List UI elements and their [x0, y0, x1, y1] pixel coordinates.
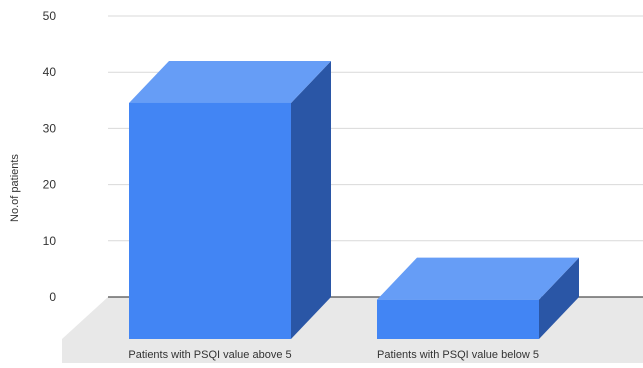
x-category-label: Patients with PSQI value above 5 [128, 349, 291, 361]
x-category-label: Patients with PSQI value below 5 [377, 349, 539, 361]
y-tick-label: 50 [43, 9, 57, 23]
bar-front-face [129, 102, 291, 340]
x-axis-labels: Patients with PSQI value above 5 Patients… [128, 349, 539, 361]
bar-top-face [377, 257, 579, 300]
y-tick-label: 30 [43, 121, 57, 135]
bar [129, 60, 331, 340]
y-tick-label: 40 [43, 65, 57, 79]
y-axis-title: No.of patients [9, 154, 21, 222]
bar-front-face [377, 299, 539, 339]
y-tick-label: 20 [43, 178, 57, 192]
bar-side-face [291, 60, 331, 340]
bar-top-face [129, 60, 331, 103]
bar-side-face [539, 257, 579, 339]
y-tick-label: 0 [49, 290, 56, 304]
bar [377, 257, 579, 339]
y-tick-label: 10 [43, 234, 57, 248]
y-axis-ticks: 0 10 20 30 40 50 [43, 9, 57, 304]
bars [129, 60, 579, 340]
